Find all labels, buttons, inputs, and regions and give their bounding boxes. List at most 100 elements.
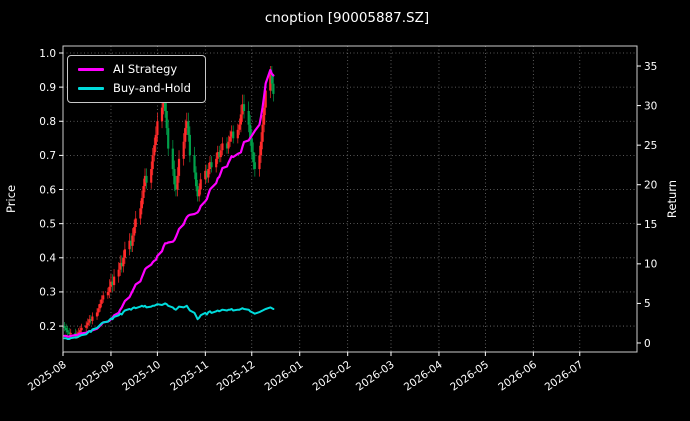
date-tick-label: 2025-09 <box>74 359 117 394</box>
candle-body <box>109 281 113 287</box>
candle-body <box>258 155 261 170</box>
price-tick-label: 0.7 <box>39 150 56 162</box>
price-tick-label: 0.9 <box>39 82 56 94</box>
candle-body <box>117 269 120 277</box>
date-tick-label: 2025-11 <box>168 359 211 394</box>
candle-body <box>134 218 137 227</box>
candle-body <box>272 83 275 94</box>
candle-body <box>264 90 267 108</box>
candle-body <box>218 152 221 158</box>
candle-body <box>236 129 239 139</box>
candlestick-series <box>63 66 275 339</box>
price-tick-label: 0.2 <box>39 321 56 333</box>
candle-body <box>174 184 177 190</box>
price-tick-label: 1.0 <box>39 48 56 60</box>
candle-body <box>177 158 181 176</box>
candle-body <box>160 107 164 122</box>
candle-body <box>205 170 208 178</box>
return-tick-label: 15 <box>644 219 657 231</box>
candle-body <box>133 227 136 236</box>
candle-body <box>102 295 105 300</box>
candle-body <box>113 276 116 286</box>
date-tick-label: 2026-03 <box>354 359 397 394</box>
candle-body <box>252 152 255 163</box>
candle-body <box>80 327 83 331</box>
candle-body <box>139 208 142 219</box>
candle-body <box>219 150 222 158</box>
candle-body <box>165 111 168 129</box>
legend-item-buy-and-hold: Buy-and-Hold <box>78 80 191 95</box>
candle-body <box>207 169 210 178</box>
buy-and-hold-line <box>63 302 275 340</box>
candle-body <box>142 186 145 198</box>
candle-body <box>249 124 252 139</box>
candle-body <box>140 198 143 209</box>
return-tick-label: 10 <box>644 259 657 271</box>
candle-body <box>216 152 219 159</box>
candle-body <box>239 114 242 125</box>
candle-body <box>184 128 187 142</box>
candle-body <box>188 134 191 156</box>
candle-body <box>269 73 272 91</box>
candle-body <box>242 104 246 111</box>
candle-body <box>241 104 244 115</box>
candle-body <box>91 316 94 321</box>
return-tick-label: 35 <box>644 61 657 73</box>
legend-item-ai-strategy: AI Strategy <box>78 63 191 76</box>
candle-body <box>128 240 131 250</box>
candle-body <box>253 162 256 169</box>
candle-body <box>151 155 154 170</box>
candle-body <box>187 121 190 135</box>
candle-body <box>154 134 157 146</box>
candle-body <box>215 158 218 168</box>
candle-body <box>176 175 179 190</box>
price-axis-label: Price <box>4 185 18 213</box>
price-tick-label: 0.6 <box>39 184 56 196</box>
candle-body <box>232 131 235 139</box>
candle-body <box>78 330 82 333</box>
candle-body <box>63 326 66 328</box>
date-tick-label: 2026-07 <box>543 359 586 394</box>
date-tick-label: 2026-06 <box>496 358 539 393</box>
return-axis-label: Return <box>665 180 679 218</box>
candle-body <box>182 141 185 159</box>
candle-body <box>156 121 159 135</box>
date-tick-label: 2026-04 <box>402 358 445 393</box>
date-tick-label: 2026-05 <box>448 359 491 394</box>
candle-body <box>173 169 176 185</box>
candle-body <box>259 141 263 156</box>
return-tick-label: 30 <box>644 100 657 112</box>
candle-body <box>196 186 199 197</box>
candle-body <box>85 325 88 328</box>
candle-body <box>225 143 229 149</box>
chart-title: cnoption [90005887.SZ] <box>265 10 429 26</box>
candle-body <box>130 240 133 246</box>
return-tick-label: 0 <box>644 338 651 350</box>
candle-body <box>221 143 224 151</box>
legend-label-buy-and-hold: Buy-and-Hold <box>113 80 191 95</box>
candle-body <box>100 299 103 304</box>
candle-body <box>195 172 198 187</box>
candle-body <box>198 189 201 197</box>
candle-body <box>150 169 153 183</box>
candle-body <box>131 235 134 246</box>
candle-body <box>229 136 232 142</box>
candle-body <box>106 291 109 296</box>
candle-body <box>108 286 111 292</box>
candle-body <box>88 319 91 323</box>
strategy-lines <box>63 68 275 340</box>
candle-body <box>97 308 100 313</box>
candle-body <box>99 303 102 309</box>
candle-body <box>171 148 174 170</box>
candle-body <box>208 162 212 169</box>
candle-body <box>250 138 253 152</box>
candle-body <box>68 332 71 335</box>
date-tick-label: 2026-02 <box>311 359 354 394</box>
candle-body <box>210 162 213 168</box>
return-tick-label: 20 <box>644 180 657 192</box>
candle-body <box>164 97 167 112</box>
candle-body <box>263 107 266 125</box>
candle-body <box>247 111 250 125</box>
candle-body <box>89 319 92 321</box>
